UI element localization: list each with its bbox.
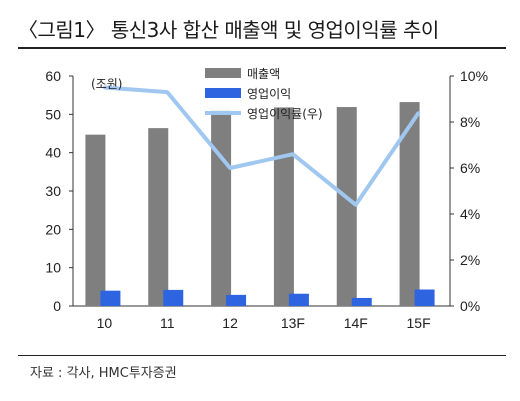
chart-title: 〈그림1〉 통신3사 합산 매출액 및 영업이익률 추이 xyxy=(18,18,439,42)
y-left-tick-label: 60 xyxy=(45,68,61,84)
bar-revenue xyxy=(273,107,294,306)
y-left-unit-label: (조원) xyxy=(91,77,122,91)
line-point-operating-margin xyxy=(102,86,106,89)
bar-operating-profit xyxy=(351,297,372,306)
line-point-operating-margin xyxy=(354,203,358,207)
y-right-tick-label: 4% xyxy=(460,206,480,222)
source-note: 자료 : 각사, HMC투자증권 xyxy=(30,366,177,381)
line-point-operating-margin xyxy=(417,111,421,115)
y-right-tick-label: 2% xyxy=(460,252,480,268)
x-tick-label: 15F xyxy=(407,315,431,331)
x-tick-label: 11 xyxy=(160,315,175,331)
x-tick-label: 12 xyxy=(222,315,238,331)
y-left-tick-label: 20 xyxy=(45,221,61,237)
bar-operating-profit xyxy=(226,294,247,306)
bar-revenue xyxy=(85,134,106,306)
legend-swatch-revenue xyxy=(205,68,241,78)
y-right-tick-label: 10% xyxy=(460,68,488,84)
y-left-tick-label: 10 xyxy=(45,260,61,276)
bar-operating-profit xyxy=(163,289,184,306)
line-point-operating-margin xyxy=(165,90,169,94)
x-tick-label: 14F xyxy=(344,315,368,331)
bar-operating-profit xyxy=(100,290,121,306)
source-divider xyxy=(18,355,506,356)
y-right-tick-label: 0% xyxy=(460,298,480,314)
legend-swatch-operating-profit xyxy=(205,88,241,98)
bar-operating-profit xyxy=(414,289,435,306)
y-right-tick-label: 6% xyxy=(460,160,480,176)
title-divider xyxy=(18,47,506,49)
line-point-operating-margin xyxy=(228,166,232,170)
y-left-tick-label: 30 xyxy=(45,183,61,199)
legend-label-operating-margin: 영업이익률(우) xyxy=(247,107,323,121)
bar-revenue xyxy=(148,128,169,306)
legend-label-revenue: 매출액 xyxy=(247,67,280,81)
legend-label-operating-profit: 영업이익 xyxy=(247,87,291,101)
line-point-operating-margin xyxy=(291,152,295,156)
y-right-tick-label: 8% xyxy=(460,114,480,130)
y-left-tick-label: 50 xyxy=(45,106,61,122)
x-tick-label: 10 xyxy=(97,315,113,331)
x-tick-label: 13F xyxy=(281,315,305,331)
y-left-tick-label: 40 xyxy=(45,145,61,161)
line-operating-margin xyxy=(104,85,421,207)
y-left-tick-label: 0 xyxy=(53,298,61,314)
bar-revenue xyxy=(399,102,420,306)
bar-operating-profit xyxy=(288,293,309,306)
bar-revenue xyxy=(211,110,232,306)
bar-revenue xyxy=(336,107,357,306)
